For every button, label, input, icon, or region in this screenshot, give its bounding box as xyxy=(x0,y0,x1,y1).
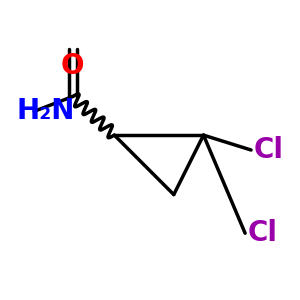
Text: H₂N: H₂N xyxy=(16,98,75,125)
Text: Cl: Cl xyxy=(254,136,284,164)
Text: Cl: Cl xyxy=(248,219,278,247)
Text: O: O xyxy=(61,52,85,80)
